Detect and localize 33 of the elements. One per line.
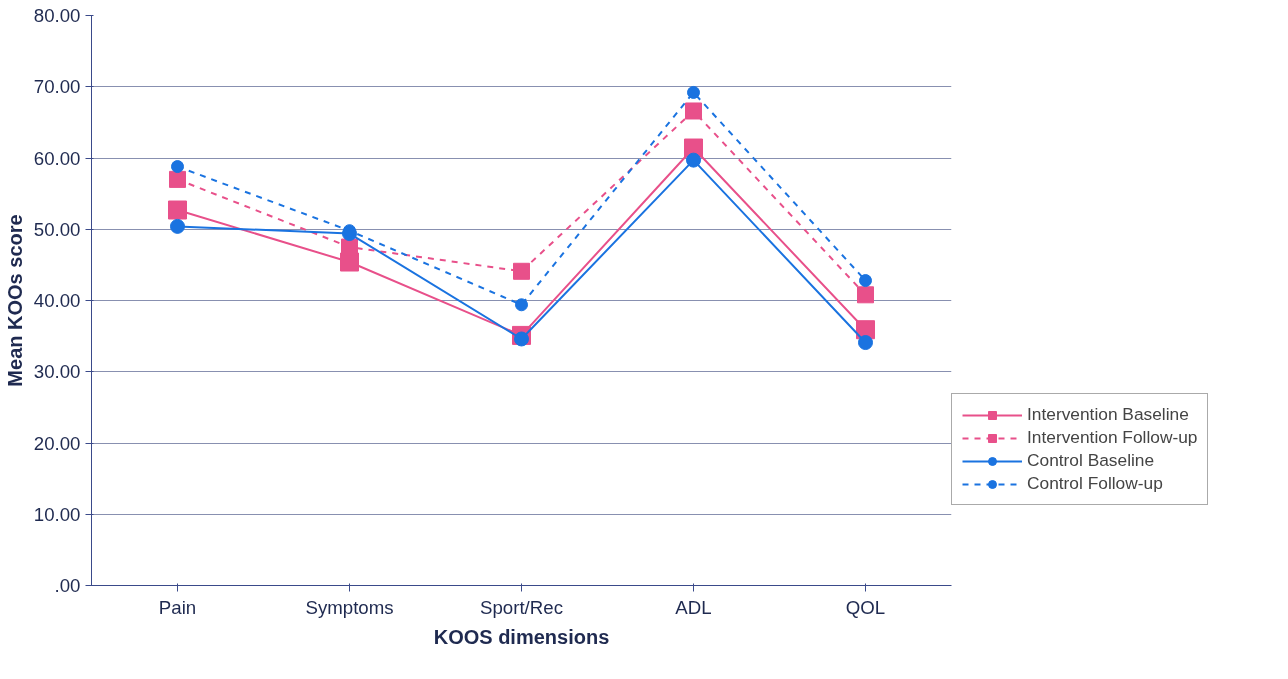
legend-label: Intervention Follow-up [1027, 427, 1198, 448]
point [686, 152, 701, 168]
x-tick-label: QOL [845, 596, 886, 618]
x-tick-label: ADL [675, 596, 712, 618]
legend-label: Intervention Baseline [1027, 404, 1189, 425]
x-tick-label: Sport/Rec [480, 596, 563, 618]
point [687, 85, 700, 99]
point [169, 170, 186, 188]
point [514, 331, 529, 347]
point [513, 262, 530, 280]
point [859, 274, 872, 288]
x-tick-label: Symptoms [305, 596, 394, 618]
legend-label: Control Follow-up [1027, 473, 1163, 494]
y-tick-label: 70.00 [33, 76, 81, 98]
y-tick-label: 50.00 [33, 218, 81, 240]
point [515, 298, 528, 312]
point [171, 160, 184, 174]
legend-label: Control Baseline [1027, 450, 1155, 471]
y-tick-label: 10.00 [33, 503, 81, 525]
point [685, 102, 702, 120]
y-axis-title: Mean KOOs score [3, 214, 26, 387]
y-tick-label: 30.00 [33, 361, 81, 383]
y-tick-label: 40.00 [33, 290, 81, 311]
y-tick-label: 80.00 [33, 5, 81, 26]
y-tick-label: 20.00 [33, 432, 81, 454]
point [857, 286, 874, 304]
x-axis-title: KOOS dimensions [433, 625, 610, 648]
point [170, 218, 185, 234]
point [168, 200, 187, 220]
x-tick-label: Pain [158, 596, 197, 618]
y-tick-label: .00 [54, 575, 81, 596]
y-tick-label: 60.00 [33, 147, 81, 169]
point [858, 335, 873, 351]
